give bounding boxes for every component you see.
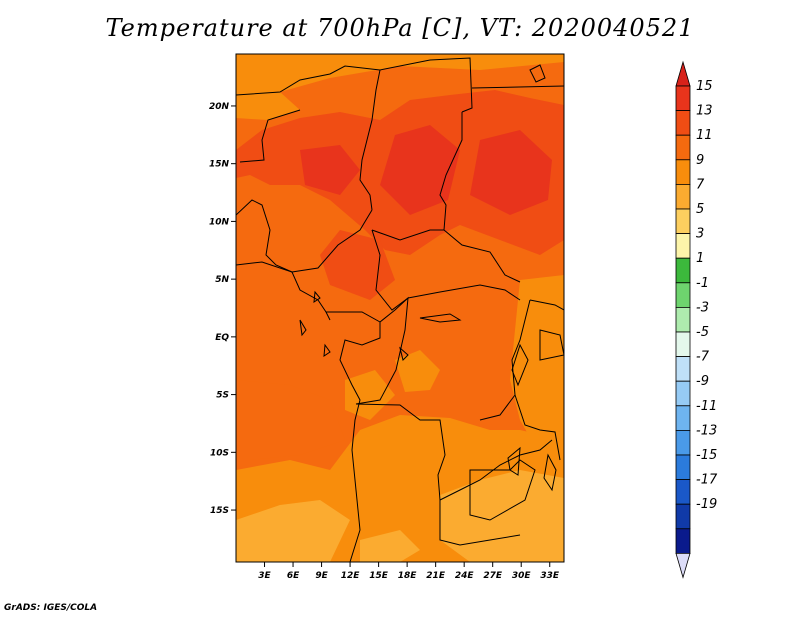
colorbar-label: 3	[696, 227, 704, 242]
temperature-field	[236, 54, 564, 562]
colorbar-segment	[675, 183, 691, 210]
lat-tick-label: 10N	[209, 217, 230, 227]
colorbar-label: 7	[696, 177, 705, 192]
colorbar-segment	[675, 159, 691, 185]
lat-tick-label: 15N	[209, 160, 230, 170]
lon-tick-label: 9E	[315, 571, 328, 581]
colorbar-label: -9	[696, 374, 709, 389]
colorbar-label: -5	[696, 325, 709, 340]
colorbar-segment	[675, 306, 691, 333]
colorbar-label: 5	[696, 202, 704, 217]
colorbar-label: -11	[696, 399, 717, 414]
lat-tick-label: 5N	[215, 275, 229, 285]
colorbar-segment	[675, 282, 691, 308]
latitude-axis: 20N 15N 10N 5N EQ 5S 10S 15S	[209, 102, 236, 516]
lon-tick-label: 3E	[258, 571, 271, 581]
lat-tick-label: 20N	[209, 102, 230, 112]
lon-tick-label: 30E	[512, 571, 532, 581]
longitude-axis: 3E 6E 9E 12E 15E 18E 21E 24E 27E 30E 33E	[258, 562, 560, 581]
colorbar-segment	[675, 110, 691, 136]
colorbar-segment	[675, 257, 691, 284]
lat-tick-label: EQ	[215, 333, 229, 343]
colorbar-segment	[675, 479, 691, 505]
colorbar-segment	[675, 134, 691, 161]
lat-tick-label: 10S	[210, 448, 229, 458]
colorbar-segment	[675, 429, 691, 456]
lon-tick-label: 12E	[341, 571, 361, 581]
colorbar-bottom-triangle	[675, 553, 691, 579]
lon-tick-label: 21E	[426, 571, 446, 581]
colorbar-label: 13	[696, 104, 713, 119]
colorbar-segment	[675, 454, 691, 481]
country-borders	[236, 57, 564, 562]
colorbar-label: 11	[696, 128, 713, 143]
map-title: Temperature at 700hPa [C], VT: 202004052…	[105, 14, 695, 42]
lon-tick-label: 18E	[398, 571, 418, 581]
lat-tick-label: 5S	[216, 391, 229, 401]
colorbar-label: -13	[696, 423, 717, 438]
colorbar-label: -1	[696, 276, 709, 291]
map-frame	[235, 53, 565, 563]
lon-tick-label: 33E	[540, 571, 560, 581]
colorbar-label: 9	[696, 153, 704, 168]
colorbar-segment	[675, 528, 691, 554]
lon-tick-label: 15E	[369, 571, 389, 581]
colorbar-segment	[675, 380, 691, 407]
colorbar-label: -3	[696, 300, 709, 315]
lon-tick-label: 6E	[287, 571, 300, 581]
colorbar-segment	[675, 331, 691, 358]
lon-tick-label: 24E	[455, 571, 475, 581]
colorbar: 15 13 11 9 7 5 3 1 -1 -3 -5 -7 -9 -11 -13 -15 -17 -19	[675, 60, 718, 579]
lon-tick-label: 27E	[483, 571, 503, 581]
colorbar-segment	[675, 233, 691, 259]
colorbar-segment	[675, 405, 691, 431]
colorbar-segment	[675, 85, 691, 112]
colorbar-label: 15	[696, 79, 713, 94]
colorbar-label: -7	[696, 350, 710, 365]
colorbar-segment	[675, 503, 691, 530]
colorbar-segment	[675, 208, 691, 235]
colorbar-label: -17	[696, 473, 718, 488]
colorbar-segment	[675, 356, 691, 382]
colorbar-label: 1	[696, 251, 704, 266]
grads-credit: GrADS: IGES/COLA	[4, 603, 98, 613]
colorbar-top-triangle	[675, 60, 691, 87]
colorbar-label: -15	[696, 448, 717, 463]
colorbar-label: -19	[696, 497, 717, 512]
lat-tick-label: 15S	[210, 506, 229, 516]
